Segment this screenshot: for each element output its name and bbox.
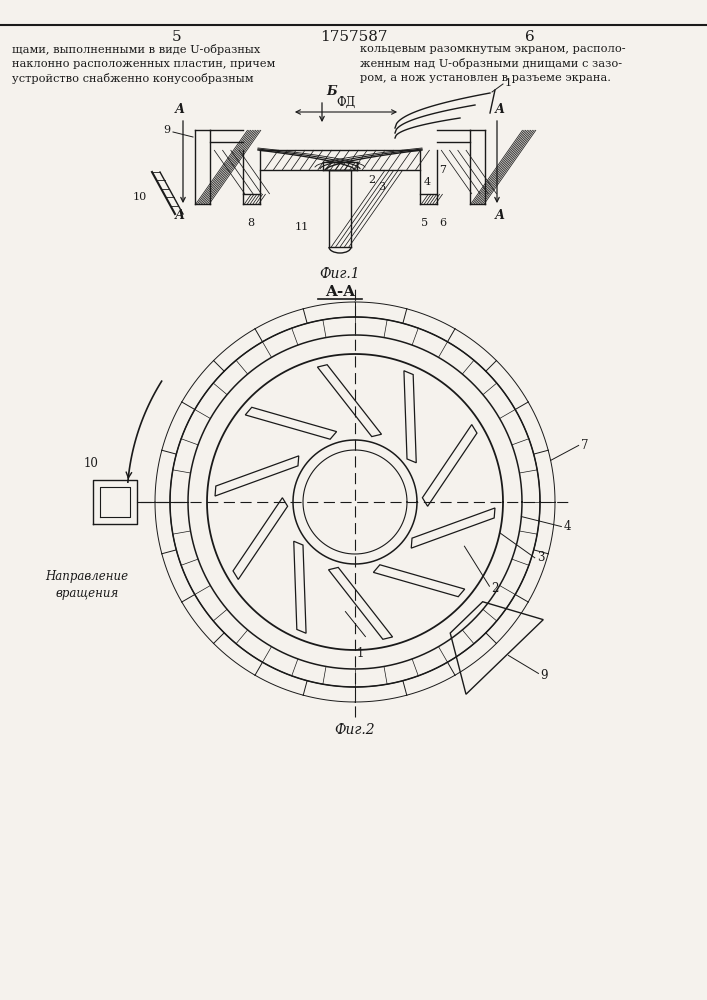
Text: 4: 4 [424, 177, 431, 187]
Text: 10: 10 [133, 192, 147, 202]
Text: 4: 4 [563, 520, 571, 533]
Text: 3: 3 [537, 551, 544, 564]
Text: 9: 9 [163, 125, 170, 135]
Text: Фиг.2: Фиг.2 [334, 723, 375, 737]
Text: щами, выполненными в виде U-образных
наклонно расположенных пластин, причем
устр: щами, выполненными в виде U-образных нак… [12, 44, 275, 84]
Text: 7: 7 [580, 439, 588, 452]
Text: 9: 9 [540, 669, 548, 682]
Text: А: А [495, 103, 505, 116]
Text: Направление
вращения: Направление вращения [45, 570, 129, 600]
Text: 6: 6 [525, 30, 535, 44]
Text: 1: 1 [357, 647, 364, 660]
Text: 1: 1 [505, 78, 512, 88]
Text: A-A: A-A [325, 285, 355, 299]
Text: 3: 3 [378, 182, 385, 192]
Text: Б: Б [326, 85, 337, 98]
Text: А: А [175, 209, 185, 222]
Text: 10: 10 [83, 457, 98, 470]
Text: 11: 11 [295, 222, 309, 232]
Text: 7: 7 [439, 165, 446, 175]
Text: А: А [495, 209, 505, 222]
Text: ФД: ФД [337, 96, 356, 109]
Text: Фиг.1: Фиг.1 [320, 267, 361, 281]
Text: кольцевым разомкнутым экраном, располо-
женным над U-образными днищами с зазо-
р: кольцевым разомкнутым экраном, располо- … [360, 44, 626, 83]
Text: 6: 6 [439, 218, 446, 228]
Text: 2: 2 [368, 175, 375, 185]
Text: 1757587: 1757587 [320, 30, 387, 44]
Text: А: А [175, 103, 185, 116]
Text: 5: 5 [421, 218, 428, 228]
Text: 8: 8 [247, 218, 255, 228]
Text: 5: 5 [173, 30, 182, 44]
Text: 2: 2 [491, 582, 498, 595]
